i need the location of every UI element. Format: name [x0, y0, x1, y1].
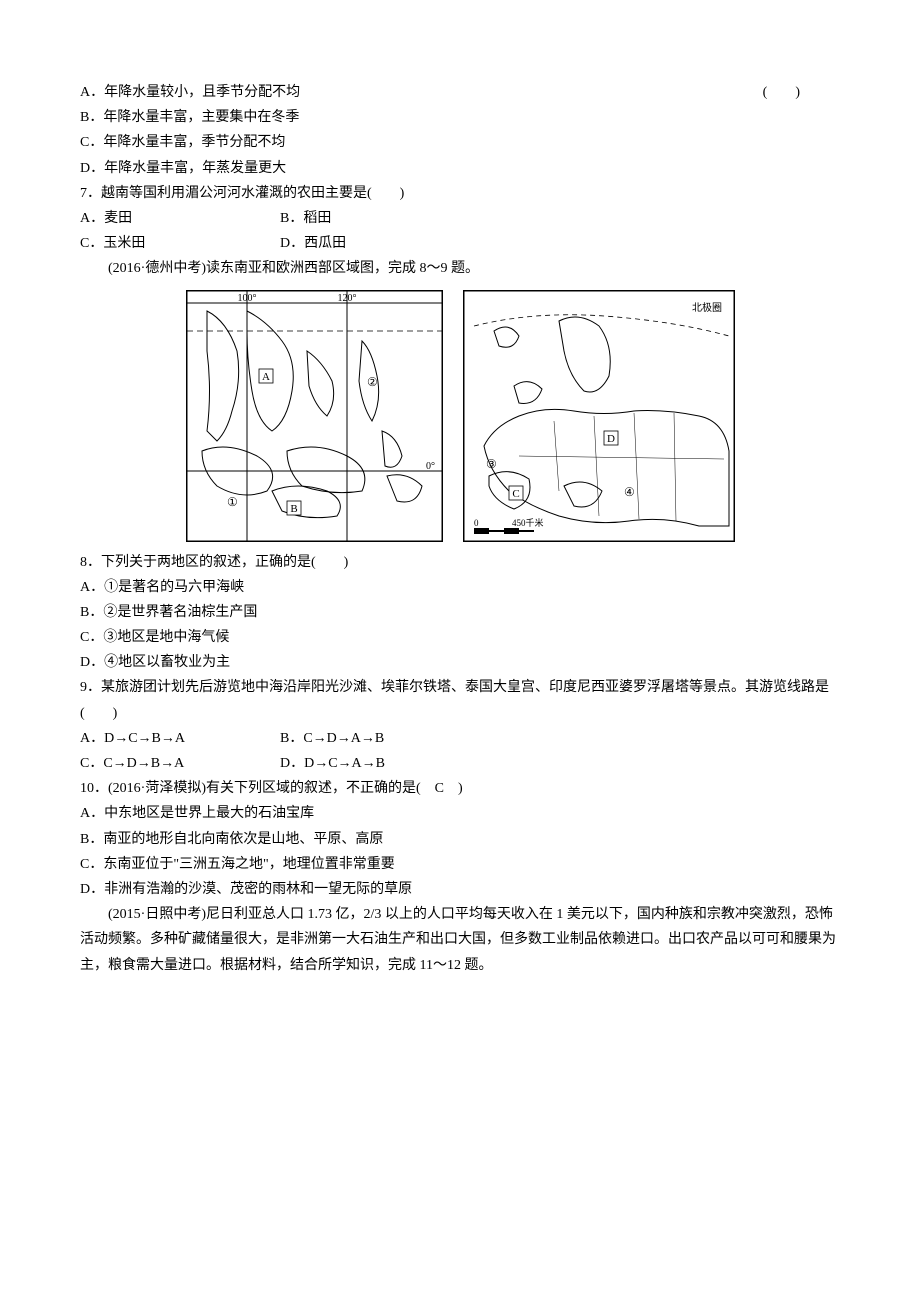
q8-stem: 8．下列关于两地区的叙述，正确的是( )	[80, 550, 840, 575]
svg-text:450千米: 450千米	[512, 517, 544, 528]
svg-text:120°: 120°	[337, 293, 356, 304]
q8-option-b: B．②是世界著名油棕生产国	[80, 600, 840, 625]
svg-text:③: ③	[486, 457, 497, 471]
svg-text:②: ②	[367, 375, 378, 389]
q7-stem: 7．越南等国利用湄公河河水灌溉的农田主要是( )	[80, 181, 840, 206]
pre-option-c: C．年降水量丰富，季节分配不均	[80, 130, 840, 155]
pre-option-d: D．年降水量丰富，年蒸发量更大	[80, 156, 840, 181]
svg-text:北极圈: 北极圈	[692, 301, 722, 314]
q9-option-b: B．C→D→A→B	[280, 726, 480, 751]
pre-option-a: A．年降水量较小，且季节分配不均	[80, 80, 840, 105]
q10-option-a: A．中东地区是世界上最大的石油宝库	[80, 801, 840, 826]
svg-text:D: D	[607, 433, 615, 445]
q10-stem: 10．(2016·菏泽模拟)有关下列区域的叙述，不正确的是( C )	[80, 776, 840, 801]
svg-text:0: 0	[474, 518, 479, 528]
map-southeast-asia: 100° 120° 0° A B ① ②	[186, 290, 443, 542]
svg-text:A: A	[262, 371, 270, 383]
svg-text:B: B	[290, 503, 297, 515]
q9-option-d: D．D→C→A→B	[280, 751, 480, 776]
q9-stem: 9．某旅游团计划先后游览地中海沿岸阳光沙滩、埃菲尔铁塔、泰国大皇宫、印度尼西亚婆…	[80, 675, 840, 725]
q8-option-d: D．④地区以畜牧业为主	[80, 650, 840, 675]
q10-option-c: C．东南亚位于"三洲五海之地"，地理位置非常重要	[80, 852, 840, 877]
q10-option-d: D．非洲有浩瀚的沙漠、茂密的雨林和一望无际的草原	[80, 877, 840, 902]
svg-text:0°: 0°	[426, 461, 435, 472]
svg-text:①: ①	[227, 495, 238, 509]
q10-option-b: B．南亚的地形自北向南依次是山地、平原、高原	[80, 827, 840, 852]
svg-text:④: ④	[624, 485, 635, 499]
pre-option-b: B．年降水量丰富，主要集中在冬季	[80, 105, 840, 130]
q7-option-b: B．稻田	[280, 206, 480, 231]
blank-paren: ( )	[763, 80, 800, 105]
maps-container: 100° 120° 0° A B ① ② 北极圈	[80, 290, 840, 542]
q7-option-d: D．西瓜田	[280, 231, 480, 256]
q8-option-a: A．①是著名的马六甲海峡	[80, 575, 840, 600]
intro-11-12: (2015·日照中考)尼日利亚总人口 1.73 亿，2/3 以上的人口平均每天收…	[80, 902, 840, 978]
q8-option-c: C．③地区是地中海气候	[80, 625, 840, 650]
q7-option-a: A．麦田	[80, 206, 280, 231]
q9-option-a: A．D→C→B→A	[80, 726, 280, 751]
q9-option-c: C．C→D→B→A	[80, 751, 280, 776]
q7-option-c: C．玉米田	[80, 231, 280, 256]
map-western-europe: 北极圈 C D ③ ④ 0 450千米	[463, 290, 735, 542]
intro-8-9: (2016·德州中考)读东南亚和欧洲西部区域图，完成 8～9 题。	[80, 256, 840, 281]
svg-text:100°: 100°	[237, 293, 256, 304]
svg-text:C: C	[512, 488, 519, 500]
